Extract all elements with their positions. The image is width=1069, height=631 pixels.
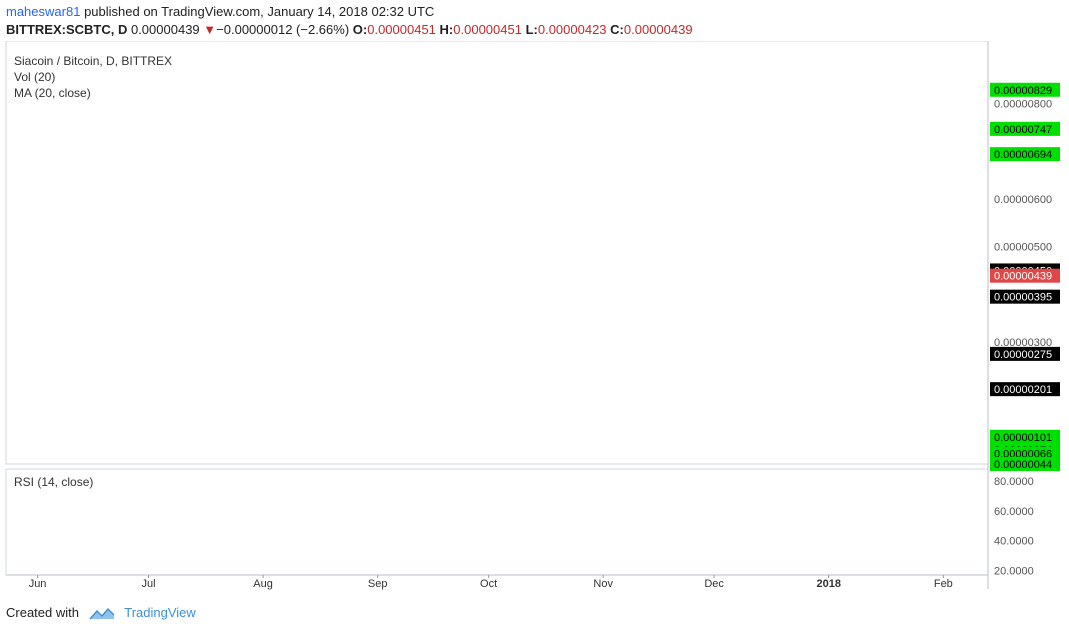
header-row-ohlc: BITTREX:SCBTC, D 0.00000439 ▼−0.00000012… [6,21,1066,39]
time-tick-label: Aug [253,578,273,590]
symbol-label: BITTREX:SCBTC, D [6,22,128,37]
last-price-box [990,268,1060,283]
price-pane-frame [5,41,989,465]
publish-header: maheswar81 published on TradingView.com,… [6,3,1066,39]
tradingview-link[interactable]: TradingView [124,605,196,620]
published-text: published on TradingView.com, January 14… [84,4,435,19]
rsi-tick-label: 80.0000 [994,476,1034,488]
level-label-box [990,82,1060,97]
open-value: 0.00000451 [367,22,436,37]
level-label: 0.00000395 [994,292,1052,304]
volume-legend: Vol (20) [14,70,55,84]
author-link[interactable]: maheswar81 [6,4,81,19]
change-value: −0.00000012 (−2.66%) [216,22,350,37]
price-tick-label: 0.00000800 [994,99,1052,111]
price-tick-label: 0.00000500 [994,242,1052,254]
level-label: 0.00000044 [994,459,1052,471]
created-with-label: Created with [6,605,79,620]
price-tick-label: 0.00000300 [994,337,1052,349]
level-label-box [990,346,1060,361]
price-tick-label: 0.00000600 [994,194,1052,206]
last-price-value: 0.00000439 [130,22,200,37]
chart-title: Siacoin / Bitcoin, D, BITTREX [14,54,172,68]
level-label: 0.00000201 [994,384,1052,396]
axis-layer: 0.00000800 0.00000600 0.00000500 0.00000300… [5,41,1052,590]
close-value: 0.00000439 [623,22,693,37]
rsi-tick-label: 20.0000 [994,566,1034,578]
level-label-box [990,382,1060,397]
rsi-tick-label: 60.0000 [994,506,1034,518]
level-label-box [990,457,1060,471]
time-tick-label: Oct [480,578,497,590]
level-label: 0.00000747 [994,124,1052,136]
time-tick-label: 2018 [816,578,840,590]
low-value: 0.00000423 [537,22,607,37]
close-label: C: [610,22,624,37]
level-label-box [990,147,1060,162]
open-label: O: [352,22,368,37]
level-label: 0.00000694 [994,149,1052,161]
level-label: 0.00000275 [994,349,1052,361]
time-tick-label: Feb [934,578,953,590]
time-tick-label: Jul [141,578,155,590]
level-label: 0.00000101 [994,432,1052,444]
time-tick-label: Jun [29,578,47,590]
high-label: H: [439,22,454,37]
time-tick-label: Dec [704,578,724,590]
level-label-box [990,121,1060,136]
level-label: 0.00000829 [994,85,1052,97]
last-price-label: 0.00000439 [994,271,1052,283]
rsi-pane-frame [5,468,989,576]
ma-legend: MA (20, close) [14,86,91,100]
level-label-box [990,289,1060,304]
rsi-legend: RSI (14, close) [14,475,93,489]
high-value: 0.00000451 [453,22,522,37]
time-tick-label: Nov [593,578,613,590]
time-tick-label: Sep [368,578,388,590]
footer: Created with TradingView [6,602,196,624]
low-label: L: [525,22,538,37]
tradingview-logo-icon [89,607,115,620]
header-row-author: maheswar81 published on TradingView.com,… [6,3,1066,21]
rsi-tick-label: 40.0000 [994,536,1034,548]
chart-area[interactable]: 0.000008290.000007470.000006940.00000450… [0,41,1069,597]
level-label-box [990,429,1060,444]
down-arrow-icon: ▼ [203,22,217,37]
